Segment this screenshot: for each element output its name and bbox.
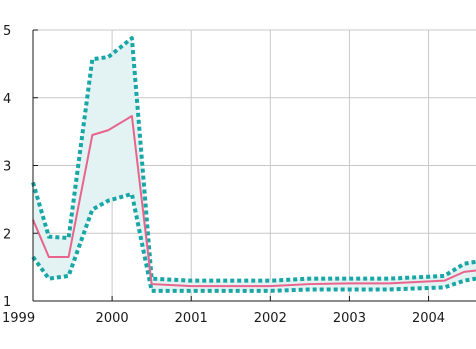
- series-line-lower-bound: [31, 191, 476, 293]
- y-tick-label-4: 4: [3, 92, 11, 107]
- y-axis-ticks: 1 2 3 4 5: [3, 24, 38, 310]
- series-lines: [31, 36, 476, 293]
- y-tick-label-1: 1: [3, 295, 11, 310]
- y-tick-label-5: 5: [3, 24, 11, 39]
- x-axis-ticks: 1999 2000 2001 2002 2003 2004: [2, 296, 445, 326]
- confidence-band-area: [33, 38, 476, 291]
- x-tick-label-1999: 1999: [2, 311, 35, 326]
- x-tick-label-2002: 2002: [254, 311, 287, 326]
- x-tick-label-2003: 2003: [333, 311, 366, 326]
- confidence-band: [33, 38, 476, 291]
- y-tick-label-3: 3: [3, 160, 11, 175]
- x-tick-label-2000: 2000: [96, 311, 129, 326]
- y-tick-label-2: 2: [3, 227, 11, 242]
- x-tick-label-2004: 2004: [412, 311, 445, 326]
- x-tick-label-2001: 2001: [175, 311, 208, 326]
- series-line-central: [32, 115, 476, 288]
- series-line-upper-bound: [31, 36, 476, 283]
